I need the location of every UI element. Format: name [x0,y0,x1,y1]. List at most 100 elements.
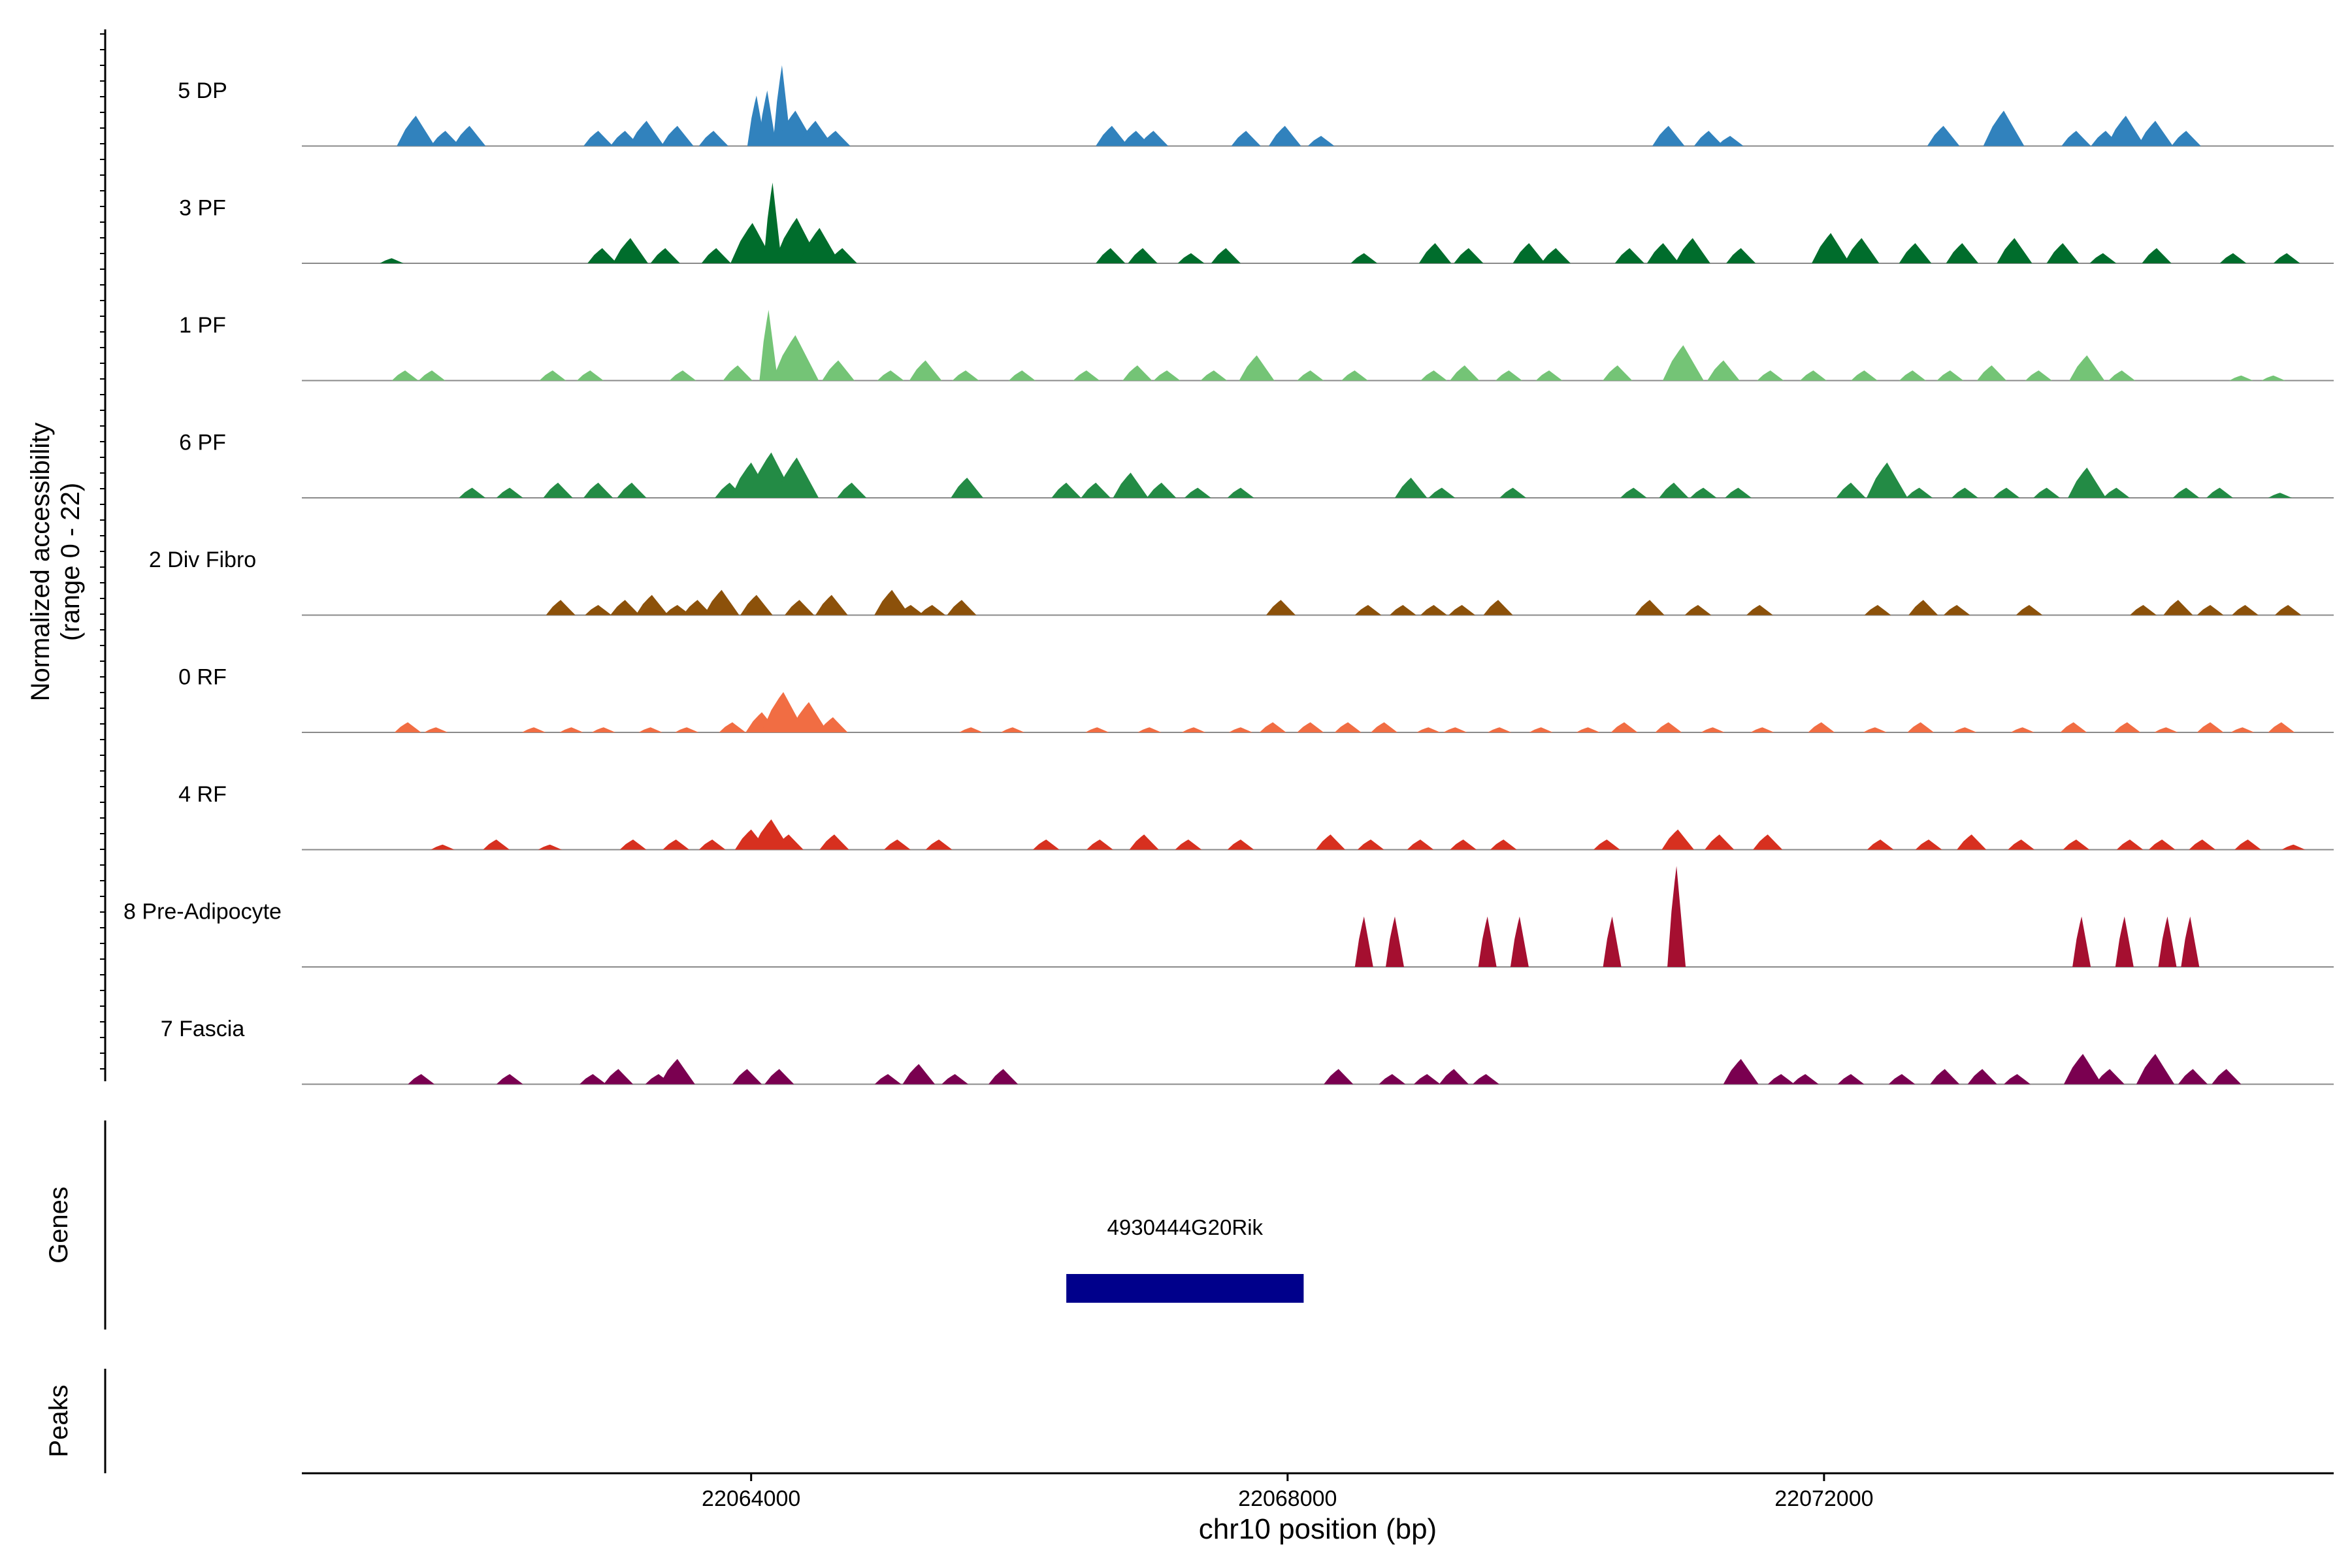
coverage-peak [2025,370,2052,381]
coverage-peak [1899,370,1926,381]
coverage-peak [1450,365,1480,381]
coverage-peak [662,840,690,850]
coverage-peak [1009,370,1036,381]
coverage-peak [431,844,455,850]
coverage-peak [650,248,680,263]
coverage-peak [2189,840,2216,850]
coverage-peak [669,370,696,381]
coverage-peak [758,90,777,146]
coverage-peak [1705,834,1735,850]
coverage-peak [2130,605,2157,615]
coverage-peak [2163,600,2193,615]
coverage-peak [1957,834,1987,850]
coverage-peak [1334,722,1362,732]
coverage-peak [1529,727,1553,732]
coverage-peak [1420,605,1447,615]
coverage-peak [1614,248,1644,263]
coverage-peak [1443,727,1467,732]
track-label: 6 PF [179,431,226,455]
coverage-peak [1899,243,1932,263]
genes-panel: Genes 4930444G20Rik [44,1120,1304,1330]
coverage-peak [1907,722,1935,732]
coverage-peak [1297,722,1324,732]
coverage-peak [1576,727,1600,732]
coverage-peak [1976,365,2007,381]
coverage-peak [837,482,867,498]
coverage-peak [789,702,828,732]
coverage-peak [1354,916,1373,967]
coverage-peak [1137,727,1162,732]
track-label: 8 Pre-Adipocyte [123,900,282,924]
genes-panel-label: Genes [44,1186,73,1264]
coverage-peak [496,1074,523,1085]
coverage-peak [610,600,640,615]
coverage-peak [629,120,664,146]
coverage-peak [2268,493,2293,498]
coverage-peak [1512,243,1546,263]
coverage-peak [1228,727,1253,732]
coverage-peak [1791,1074,1819,1085]
coverage-peak [988,1069,1019,1085]
coverage-peak [496,487,523,498]
coverage-peak [1315,834,1346,850]
coverage-peak [638,727,662,732]
coverage-peak [1478,916,1497,967]
coverage-peak [1603,365,1633,381]
coverage-peak [1147,482,1177,498]
coverage-peak [453,125,486,146]
coverage-peak [874,1074,902,1085]
coverage-peak [719,722,746,732]
coverage-peak [1490,840,1517,850]
coverage-peak [1967,1069,1997,1085]
coverage-peak [897,605,924,615]
coverage-peak [1495,370,1522,381]
coverage-y-axis: Normalized accessibility (range 0 - 22) [26,29,106,1081]
coverage-peak [2274,605,2302,615]
coverage-peak [559,727,583,732]
coverage-peak [1535,370,1563,381]
coverage-peak [1927,125,1960,146]
coverage-peak [818,717,848,732]
coverage-peak [2033,487,2061,498]
coverage-peak [1420,370,1447,381]
track-6-pf: 6 PF [179,431,2334,498]
coverage-peak [1864,605,1891,615]
coverage-peak [1227,840,1254,850]
track-label: 7 Fascia [161,1017,245,1041]
coverage-peak [2108,370,2136,381]
coverage-peak [2136,1054,2175,1085]
coverage-peak [2230,727,2255,732]
coverage-peak [1952,487,1978,498]
coverage-peak [459,487,486,498]
coverage-peak [591,727,616,732]
peaks-panel-label: Peaks [44,1384,73,1457]
coverage-peak [2063,1054,2102,1085]
coverage-peak [617,482,647,498]
coverage-peak [2046,243,2080,263]
coverage-peak [1175,840,1202,850]
coverage-peak [698,840,726,850]
coverage-tracks: 5 DP 3 PF 1 PF 6 PF 2 Div Fibro 0 RF 4 RF 8 Pre… [123,65,2334,1085]
x-tick-label: 22072000 [1774,1486,1873,1511]
x-axis-ticks: 22064000 22068000 22072000 [702,1473,1874,1511]
coverage-peak [902,1064,936,1085]
coverage-peak [1726,248,1756,263]
coverage-peak [1603,916,1622,967]
coverage-peak [701,248,731,263]
coverage-peak [1936,370,1964,381]
coverage-peak [1667,866,1686,967]
coverage-peak [1239,355,1275,381]
coverage-peak [2158,916,2177,967]
coverage-peak [740,595,773,615]
coverage-peak [1725,487,1752,498]
track-label: 5 DP [178,78,227,103]
coverage-peak [822,360,855,381]
coverage-peak [1032,840,1060,850]
coverage-peak [397,116,435,146]
coverage-peak [1746,605,1773,615]
coverage-peak [538,844,562,850]
coverage-peak [1307,136,1335,146]
coverage-peak [1113,472,1149,498]
coverage-peak [1915,840,1942,850]
coverage-peak [1993,487,2020,498]
